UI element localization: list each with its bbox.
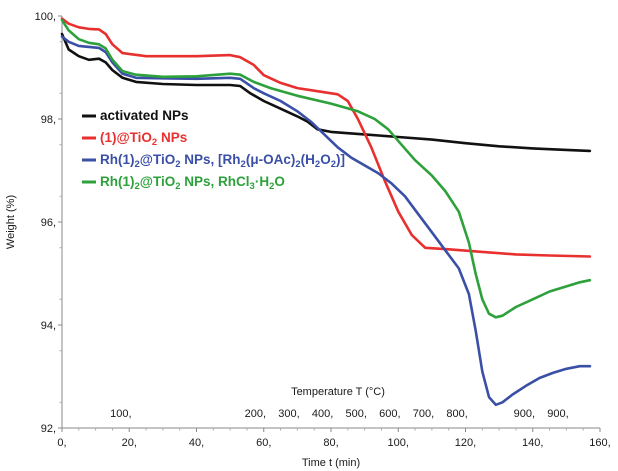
y-axis-title: Weight (%) <box>5 195 17 249</box>
temperature-ticks: 100, 200, 300, 400, 500, 600, 700, 800, 900, 900, <box>110 408 569 420</box>
x-tick-label: 120, <box>455 437 476 449</box>
x-tick-label: 0, <box>57 437 66 449</box>
legend: activated NPs (1)@TiO2 NPs Rh(1)2@TiO2 NPs… <box>82 108 345 192</box>
y-tick-label: 98, <box>41 114 56 126</box>
series-layer <box>60 17 592 407</box>
legend-entry-3: Rh(1)2@TiO2 NPs, [Rh2(μ-OAc)2(H2O2)] <box>100 152 345 170</box>
temperature-tick-label: 100, <box>110 408 131 420</box>
temperature-tick-label: 800, <box>446 408 467 420</box>
x-ticks: 0, 20, 40, 60, 80, 100, 120, 140, 160, <box>57 428 611 449</box>
series-line-4 <box>60 18 592 319</box>
temperature-tick-label: 900, <box>514 408 535 420</box>
y-ticks: 92, 94, 96, 98, 100, <box>35 11 62 435</box>
x-tick-label: 140, <box>522 437 543 449</box>
y-tick-label: 92, <box>41 423 56 435</box>
temperature-tick-label: 600, <box>379 408 400 420</box>
temperature-tick-label: 900, <box>547 408 568 420</box>
y-tick-label: 96, <box>41 217 56 229</box>
temperature-tick-label: 500, <box>346 408 367 420</box>
x-tick-label: 80, <box>323 437 338 449</box>
x-tick-label: 40, <box>189 437 204 449</box>
temperature-tick-label: 400, <box>312 408 333 420</box>
legend-entry-4: Rh(1)2@TiO2 NPs, RhCl3·H2O <box>100 174 285 192</box>
temperature-axis-title: Temperature T (°C) <box>291 386 385 398</box>
legend-entry-2: (1)@TiO2 NPs <box>100 130 187 148</box>
x-tick-label: 60, <box>256 437 271 449</box>
y-tick-label: 94, <box>41 320 56 332</box>
temperature-tick-label: 200, <box>245 408 266 420</box>
x-tick-label: 160, <box>589 437 610 449</box>
legend-entry-1: activated NPs <box>100 108 189 123</box>
series-line-1 <box>60 32 592 153</box>
y-tick-label: 100, <box>35 11 56 23</box>
series-line-3 <box>60 35 592 407</box>
temperature-tick-label: 700, <box>413 408 434 420</box>
x-tick-label: 20, <box>122 437 137 449</box>
series-line-2 <box>60 17 592 258</box>
x-tick-label: 100, <box>388 437 409 449</box>
temperature-tick-label: 300, <box>278 408 299 420</box>
x-axis-title: Time t (min) <box>302 457 360 469</box>
